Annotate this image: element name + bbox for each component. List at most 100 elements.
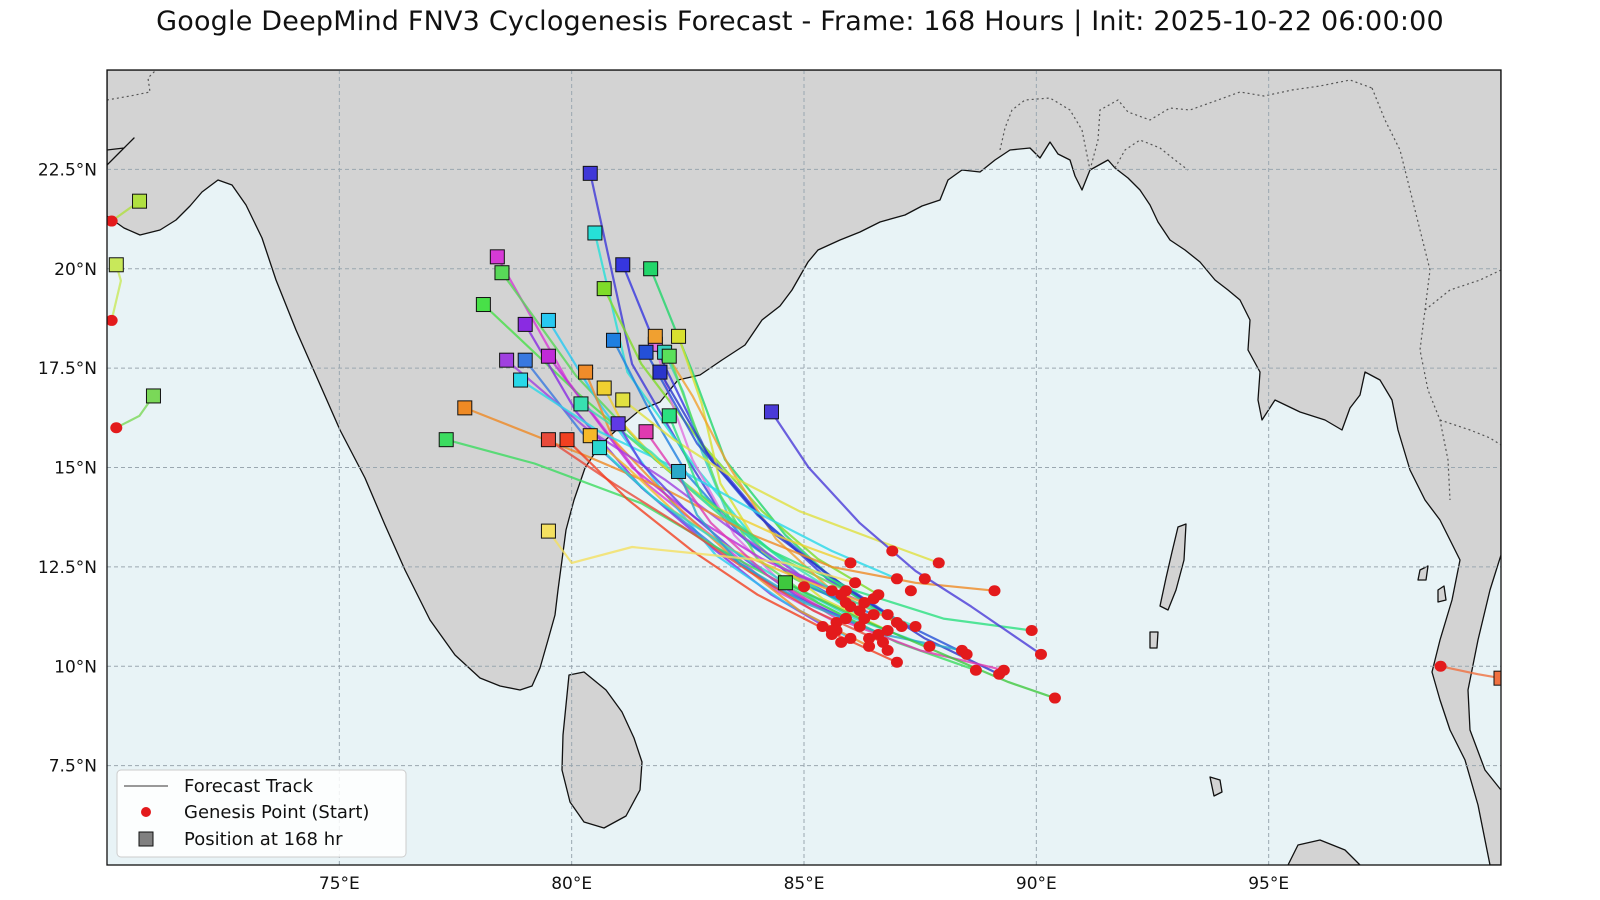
genesis-point-marker (923, 640, 936, 652)
genesis-point-marker (881, 644, 894, 656)
genesis-point-marker (844, 557, 857, 569)
legend-label-genesis: Genesis Point (Start) (184, 802, 369, 823)
position-168hr-marker (596, 380, 612, 396)
figure-title: Google DeepMind FNV3 Cyclogenesis Foreca… (156, 6, 1444, 37)
position-168hr-marker (540, 523, 556, 539)
position-168hr-marker (615, 257, 631, 273)
x-tick-label: 90°E (1016, 874, 1057, 894)
genesis-point-marker (881, 624, 894, 636)
end-positions (108, 165, 1501, 686)
genesis-point-marker (881, 609, 894, 621)
position-168hr-marker (592, 440, 608, 456)
position-168hr-marker (573, 396, 589, 412)
position-168hr-marker (661, 408, 677, 424)
genesis-point-marker (918, 573, 931, 585)
genesis-point-marker (904, 585, 917, 597)
sumatra-tip (1287, 839, 1361, 865)
forecast-track-line (1440, 665, 1501, 680)
genesis-point-marker (107, 215, 118, 227)
position-168hr-marker (763, 404, 779, 420)
position-168hr-marker (638, 344, 654, 360)
position-168hr-marker (587, 225, 603, 241)
position-168hr-marker (540, 432, 556, 448)
position-168hr-marker (438, 432, 454, 448)
position-168hr-marker (559, 432, 575, 448)
forecast-track-line (519, 379, 898, 580)
position-168hr-marker (132, 193, 148, 209)
position-168hr-marker (671, 463, 687, 479)
country-borders (107, 70, 1501, 501)
genesis-point-marker (825, 585, 838, 597)
y-tick-label: 15°N (54, 459, 97, 479)
position-168hr-marker (517, 316, 533, 332)
genesis-point-marker (886, 545, 899, 557)
position-168hr-marker (457, 400, 473, 416)
y-tick-label: 17.5°N (38, 359, 97, 379)
genesis-point-marker (890, 656, 903, 668)
genesis-point-marker (858, 597, 871, 609)
position-168hr-marker (605, 332, 621, 348)
genesis-point-marker (844, 632, 857, 644)
position-168hr-marker (1493, 670, 1501, 686)
position-168hr-marker (582, 165, 598, 181)
genesis-point-marker (835, 589, 848, 601)
x-tick-label: 85°E (784, 874, 825, 894)
position-168hr-marker (615, 392, 631, 408)
genesis-point-marker (798, 581, 810, 593)
y-tick-label: 7.5°N (49, 757, 97, 777)
position-168hr-marker (610, 416, 626, 432)
forecast-track-line (770, 411, 1042, 656)
genesis-point-marker (1025, 624, 1038, 636)
legend-box (116, 769, 407, 858)
forecast-track-line (547, 530, 856, 584)
genesis-point-marker (867, 593, 880, 605)
genesis-point-marker (825, 628, 838, 640)
forecast-track-line (677, 335, 889, 632)
forecast-track-line (566, 438, 898, 664)
map-legend: Forecast Track Genesis Point (Start) Pos… (116, 769, 407, 858)
legend-label-track: Forecast Track (184, 776, 314, 797)
genesis-point-marker (1434, 660, 1447, 672)
genesis-point-marker (969, 664, 982, 676)
genesis-point-marker (890, 617, 903, 629)
india-landmass (107, 70, 1501, 865)
position-168hr-marker (777, 575, 793, 591)
y-tick-label: 10°N (54, 657, 97, 677)
y-tick-label: 12.5°N (38, 558, 97, 578)
plot-frame (106, 69, 1502, 866)
forecast-track-line (645, 431, 1005, 672)
legend-position-symbol (138, 831, 154, 847)
genesis-point-marker (955, 644, 968, 656)
legend-genesis-symbol (141, 807, 151, 817)
little-andaman (1149, 631, 1159, 649)
genesis-point-marker (909, 621, 922, 632)
genesis-point-marker (1034, 648, 1047, 660)
position-168hr-marker (652, 364, 668, 380)
position-168hr-marker (582, 428, 598, 444)
x-tick-label: 75°E (319, 874, 360, 894)
genesis-point-marker (890, 573, 903, 585)
position-168hr-marker (513, 372, 529, 388)
position-168hr-marker (647, 328, 663, 344)
genesis-point-marker (110, 422, 123, 434)
genesis-point-marker (863, 632, 876, 644)
position-168hr-marker (145, 388, 161, 404)
position-168hr-marker (671, 328, 687, 344)
position-168hr-marker (517, 352, 533, 368)
sri-lanka (561, 671, 643, 829)
forecast-track-line (784, 581, 1056, 700)
genesis-point-marker (863, 640, 876, 652)
genesis-point-marker (844, 601, 857, 613)
genesis-point-marker (997, 664, 1010, 676)
genesis-point-marker (816, 621, 829, 632)
forecast-track-line (677, 471, 963, 652)
genesis-point-marker (988, 585, 1001, 597)
position-168hr-marker (489, 249, 505, 265)
position-168hr-marker (494, 265, 510, 281)
genesis-point-marker (1048, 692, 1061, 704)
position-168hr-marker (578, 364, 594, 380)
position-168hr-marker (596, 281, 612, 297)
position-168hr-marker (643, 261, 659, 277)
y-axis-ticks: 7.5°N 10°N 12.5°N 15°N 17.5°N 20°N 22.5°N (38, 160, 97, 776)
